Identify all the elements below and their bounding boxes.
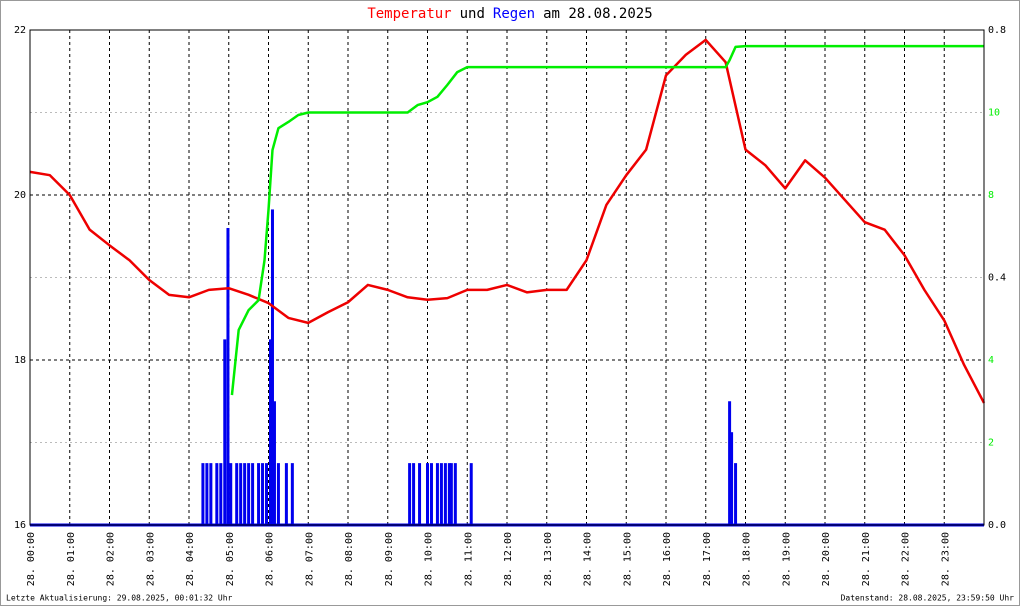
x-tick-label: 28. 08:00 xyxy=(344,532,355,586)
series-line xyxy=(29,38,986,404)
y-tick-label: 16 xyxy=(14,520,26,531)
rain-bar xyxy=(235,463,239,525)
x-tick-label: 28. 16:00 xyxy=(662,532,673,586)
title-part: und xyxy=(460,6,485,22)
x-tick-label: 28. 01:00 xyxy=(66,532,77,586)
y-tick-label: 18 xyxy=(14,355,26,366)
x-tick-label: 28. 19:00 xyxy=(781,532,792,586)
footer-left: Letzte Aktualisierung: 29.08.2025, 00:01… xyxy=(6,594,233,603)
footer-right: Datenstand: 28.08.2025, 23:59:50 Uhr xyxy=(841,594,1015,603)
rain-bar xyxy=(226,228,230,525)
x-tick-label: 28. 21:00 xyxy=(861,532,872,586)
rain-bar xyxy=(443,463,447,525)
y3-tick-label: 2 xyxy=(988,438,994,449)
rain-bar xyxy=(215,463,219,525)
rain-bar xyxy=(426,463,429,525)
rain-bar xyxy=(201,463,205,525)
rain-bar xyxy=(247,463,251,525)
y3-tick-label: 4 xyxy=(988,355,994,366)
x-tick-label: 28. 14:00 xyxy=(583,532,594,586)
rain-bar xyxy=(265,463,269,525)
rain-bar xyxy=(449,463,453,525)
x-tick-label: 28. 11:00 xyxy=(463,532,474,586)
rain-bar xyxy=(223,339,227,525)
y2-tick-label: 0.0 xyxy=(988,520,1006,531)
x-tick-label: 28. 22:00 xyxy=(901,532,912,586)
rain-bar xyxy=(270,209,274,525)
x-tick-label: 28. 02:00 xyxy=(106,532,117,586)
rain-bar xyxy=(268,339,272,525)
rain-bar xyxy=(205,463,209,525)
rain-bar xyxy=(257,463,261,525)
x-tick-label: 28. 00:00 xyxy=(26,532,37,586)
rain-bar xyxy=(730,432,734,525)
rain-bar xyxy=(435,463,439,525)
y-tick-label: 20 xyxy=(14,190,26,201)
rain-bar xyxy=(418,463,422,525)
x-tick-label: 28. 07:00 xyxy=(304,532,315,586)
x-tick-label: 28. 05:00 xyxy=(225,532,236,586)
rain-bar xyxy=(453,463,457,525)
x-tick-label: 28. 13:00 xyxy=(543,532,554,586)
title-part: am 28.08.2025 xyxy=(543,6,653,22)
rain-bar xyxy=(439,463,443,525)
rain-bar xyxy=(229,463,233,525)
rain-bar xyxy=(243,463,247,525)
x-tick-label: 28. 06:00 xyxy=(265,532,276,586)
rain-bar xyxy=(447,463,451,525)
plot-frame xyxy=(29,29,985,526)
rain-bar xyxy=(261,463,265,525)
x-tick-label: 28. 04:00 xyxy=(185,532,196,586)
y2-tick-label: 0.8 xyxy=(988,25,1006,36)
rain-bar xyxy=(251,463,255,525)
y-tick-label: 22 xyxy=(14,25,26,36)
rain-bar xyxy=(209,463,213,525)
x-tick-label: 28. 12:00 xyxy=(503,532,514,586)
rain-bar xyxy=(284,463,288,525)
x-tick-label: 28. 03:00 xyxy=(145,532,156,586)
y2-tick-label: 0.4 xyxy=(988,273,1006,284)
rain-bar xyxy=(219,463,223,525)
chart-title: Temperatur und Regen am 28.08.2025 xyxy=(367,6,652,22)
rain-bar xyxy=(429,463,433,525)
rain-bar xyxy=(728,401,732,525)
x-tick-label: 28. 18:00 xyxy=(742,532,753,586)
rain-bar xyxy=(734,463,738,525)
rain-bar xyxy=(276,463,280,525)
x-tick-label: 28. 20:00 xyxy=(821,532,832,586)
title-part: Regen xyxy=(493,6,535,22)
x-tick-label: 28. 10:00 xyxy=(424,532,435,586)
rain-bar xyxy=(469,463,473,525)
title-part: Temperatur xyxy=(367,6,451,22)
x-tick-label: 28. 17:00 xyxy=(702,532,713,586)
rain-bar xyxy=(239,463,243,525)
rain-bar xyxy=(408,463,412,525)
rain-bar xyxy=(272,401,276,525)
series-line xyxy=(230,44,984,396)
x-tick-label: 28. 09:00 xyxy=(384,532,395,586)
x-tick-label: 28. 23:00 xyxy=(940,532,951,586)
rain-bar xyxy=(412,463,416,525)
y3-tick-label: 10 xyxy=(988,108,1000,119)
x-tick-label: 28. 15:00 xyxy=(622,532,633,586)
rain-bar xyxy=(290,463,294,525)
y3-tick-label: 8 xyxy=(988,190,994,201)
